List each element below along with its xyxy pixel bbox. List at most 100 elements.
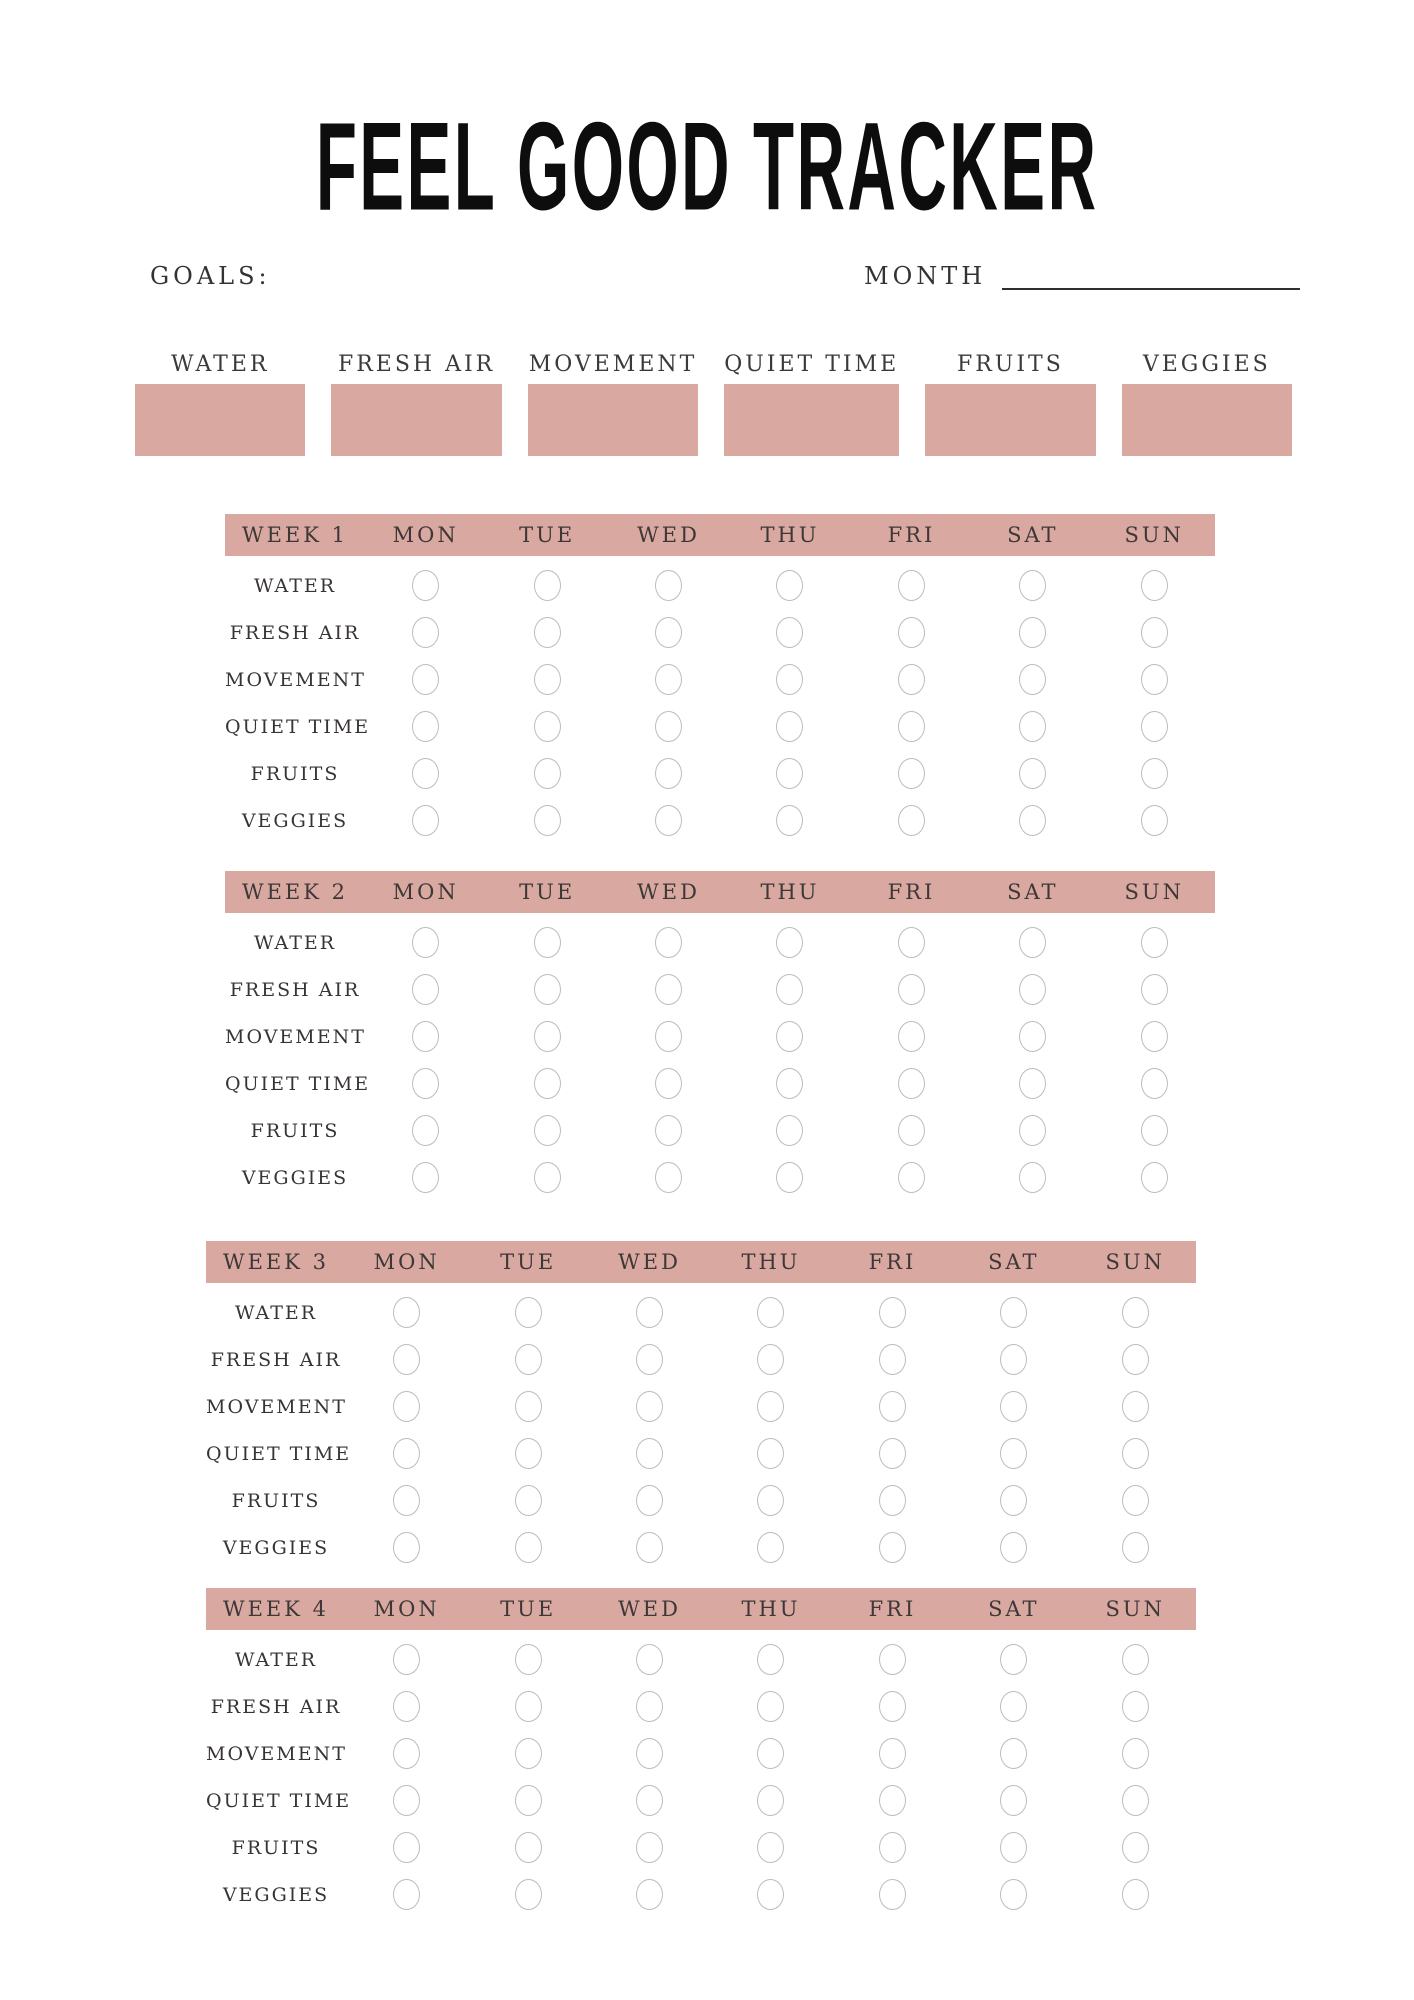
habit-checkbox-circle[interactable] [636,1485,664,1516]
habit-checkbox-circle[interactable] [1019,1162,1047,1193]
habit-checkbox-circle[interactable] [393,1691,421,1722]
habit-checkbox-circle[interactable] [412,805,440,836]
habit-checkbox-circle[interactable] [412,1068,440,1099]
habit-checkbox-circle[interactable] [757,1832,785,1863]
habit-checkbox-circle[interactable] [1000,1344,1028,1375]
habit-checkbox-circle[interactable] [1019,711,1047,742]
habit-checkbox-circle[interactable] [757,1438,785,1469]
habit-checkbox-circle[interactable] [878,1391,906,1422]
habit-checkbox-circle[interactable] [636,1832,664,1863]
habit-checkbox-circle[interactable] [1121,1879,1149,1910]
habit-checkbox-circle[interactable] [412,617,440,648]
category-color-box[interactable] [1121,384,1292,456]
habit-checkbox-circle[interactable] [878,1297,906,1328]
habit-checkbox-circle[interactable] [897,664,925,695]
habit-checkbox-circle[interactable] [393,1297,421,1328]
habit-checkbox-circle[interactable] [1140,758,1168,789]
habit-checkbox-circle[interactable] [878,1644,906,1675]
habit-checkbox-circle[interactable] [533,805,561,836]
habit-checkbox-circle[interactable] [412,1115,440,1146]
habit-checkbox-circle[interactable] [1121,1532,1149,1563]
habit-checkbox-circle[interactable] [897,570,925,601]
habit-checkbox-circle[interactable] [1121,1485,1149,1516]
habit-checkbox-circle[interactable] [412,664,440,695]
habit-checkbox-circle[interactable] [1140,711,1168,742]
habit-checkbox-circle[interactable] [412,570,440,601]
month-input-line[interactable] [1002,264,1301,290]
habit-checkbox-circle[interactable] [1000,1785,1028,1816]
habit-checkbox-circle[interactable] [878,1344,906,1375]
habit-checkbox-circle[interactable] [878,1438,906,1469]
habit-checkbox-circle[interactable] [393,1438,421,1469]
habit-checkbox-circle[interactable] [757,1644,785,1675]
habit-checkbox-circle[interactable] [1121,1644,1149,1675]
category-color-box[interactable] [331,384,502,456]
habit-checkbox-circle[interactable] [412,974,440,1005]
habit-checkbox-circle[interactable] [878,1879,906,1910]
habit-checkbox-circle[interactable] [412,1021,440,1052]
habit-checkbox-circle[interactable] [757,1691,785,1722]
habit-checkbox-circle[interactable] [393,1644,421,1675]
habit-checkbox-circle[interactable] [1019,570,1047,601]
habit-checkbox-circle[interactable] [1000,1297,1028,1328]
habit-checkbox-circle[interactable] [757,1485,785,1516]
habit-checkbox-circle[interactable] [514,1879,542,1910]
habit-checkbox-circle[interactable] [1121,1438,1149,1469]
habit-checkbox-circle[interactable] [655,805,683,836]
habit-checkbox-circle[interactable] [636,1738,664,1769]
habit-checkbox-circle[interactable] [1140,805,1168,836]
category-color-box[interactable] [724,384,900,456]
habit-checkbox-circle[interactable] [655,758,683,789]
habit-checkbox-circle[interactable] [636,1532,664,1563]
habit-checkbox-circle[interactable] [533,664,561,695]
habit-checkbox-circle[interactable] [1019,1021,1047,1052]
habit-checkbox-circle[interactable] [1140,664,1168,695]
habit-checkbox-circle[interactable] [533,1068,561,1099]
habit-checkbox-circle[interactable] [878,1532,906,1563]
habit-checkbox-circle[interactable] [636,1344,664,1375]
habit-checkbox-circle[interactable] [514,1344,542,1375]
habit-checkbox-circle[interactable] [514,1391,542,1422]
habit-checkbox-circle[interactable] [1121,1785,1149,1816]
habit-checkbox-circle[interactable] [776,664,804,695]
habit-checkbox-circle[interactable] [897,758,925,789]
habit-checkbox-circle[interactable] [878,1691,906,1722]
habit-checkbox-circle[interactable] [514,1691,542,1722]
habit-checkbox-circle[interactable] [533,758,561,789]
habit-checkbox-circle[interactable] [1019,1115,1047,1146]
habit-checkbox-circle[interactable] [514,1297,542,1328]
habit-checkbox-circle[interactable] [1019,617,1047,648]
habit-checkbox-circle[interactable] [757,1785,785,1816]
habit-checkbox-circle[interactable] [533,570,561,601]
habit-checkbox-circle[interactable] [1000,1485,1028,1516]
habit-checkbox-circle[interactable] [393,1485,421,1516]
habit-checkbox-circle[interactable] [655,1021,683,1052]
habit-checkbox-circle[interactable] [393,1344,421,1375]
habit-checkbox-circle[interactable] [1140,927,1168,958]
habit-checkbox-circle[interactable] [1000,1738,1028,1769]
habit-checkbox-circle[interactable] [757,1879,785,1910]
habit-checkbox-circle[interactable] [1019,758,1047,789]
habit-checkbox-circle[interactable] [393,1785,421,1816]
habit-checkbox-circle[interactable] [897,617,925,648]
habit-checkbox-circle[interactable] [533,1021,561,1052]
habit-checkbox-circle[interactable] [757,1391,785,1422]
habit-checkbox-circle[interactable] [1121,1391,1149,1422]
habit-checkbox-circle[interactable] [1000,1438,1028,1469]
habit-checkbox-circle[interactable] [776,711,804,742]
habit-checkbox-circle[interactable] [1140,1068,1168,1099]
habit-checkbox-circle[interactable] [636,1879,664,1910]
habit-checkbox-circle[interactable] [1140,1021,1168,1052]
habit-checkbox-circle[interactable] [897,711,925,742]
habit-checkbox-circle[interactable] [636,1438,664,1469]
habit-checkbox-circle[interactable] [1121,1738,1149,1769]
habit-checkbox-circle[interactable] [655,1068,683,1099]
habit-checkbox-circle[interactable] [1000,1832,1028,1863]
habit-checkbox-circle[interactable] [1121,1691,1149,1722]
habit-checkbox-circle[interactable] [655,974,683,1005]
habit-checkbox-circle[interactable] [776,1021,804,1052]
habit-checkbox-circle[interactable] [655,1115,683,1146]
habit-checkbox-circle[interactable] [393,1832,421,1863]
habit-checkbox-circle[interactable] [1140,570,1168,601]
habit-checkbox-circle[interactable] [1121,1832,1149,1863]
